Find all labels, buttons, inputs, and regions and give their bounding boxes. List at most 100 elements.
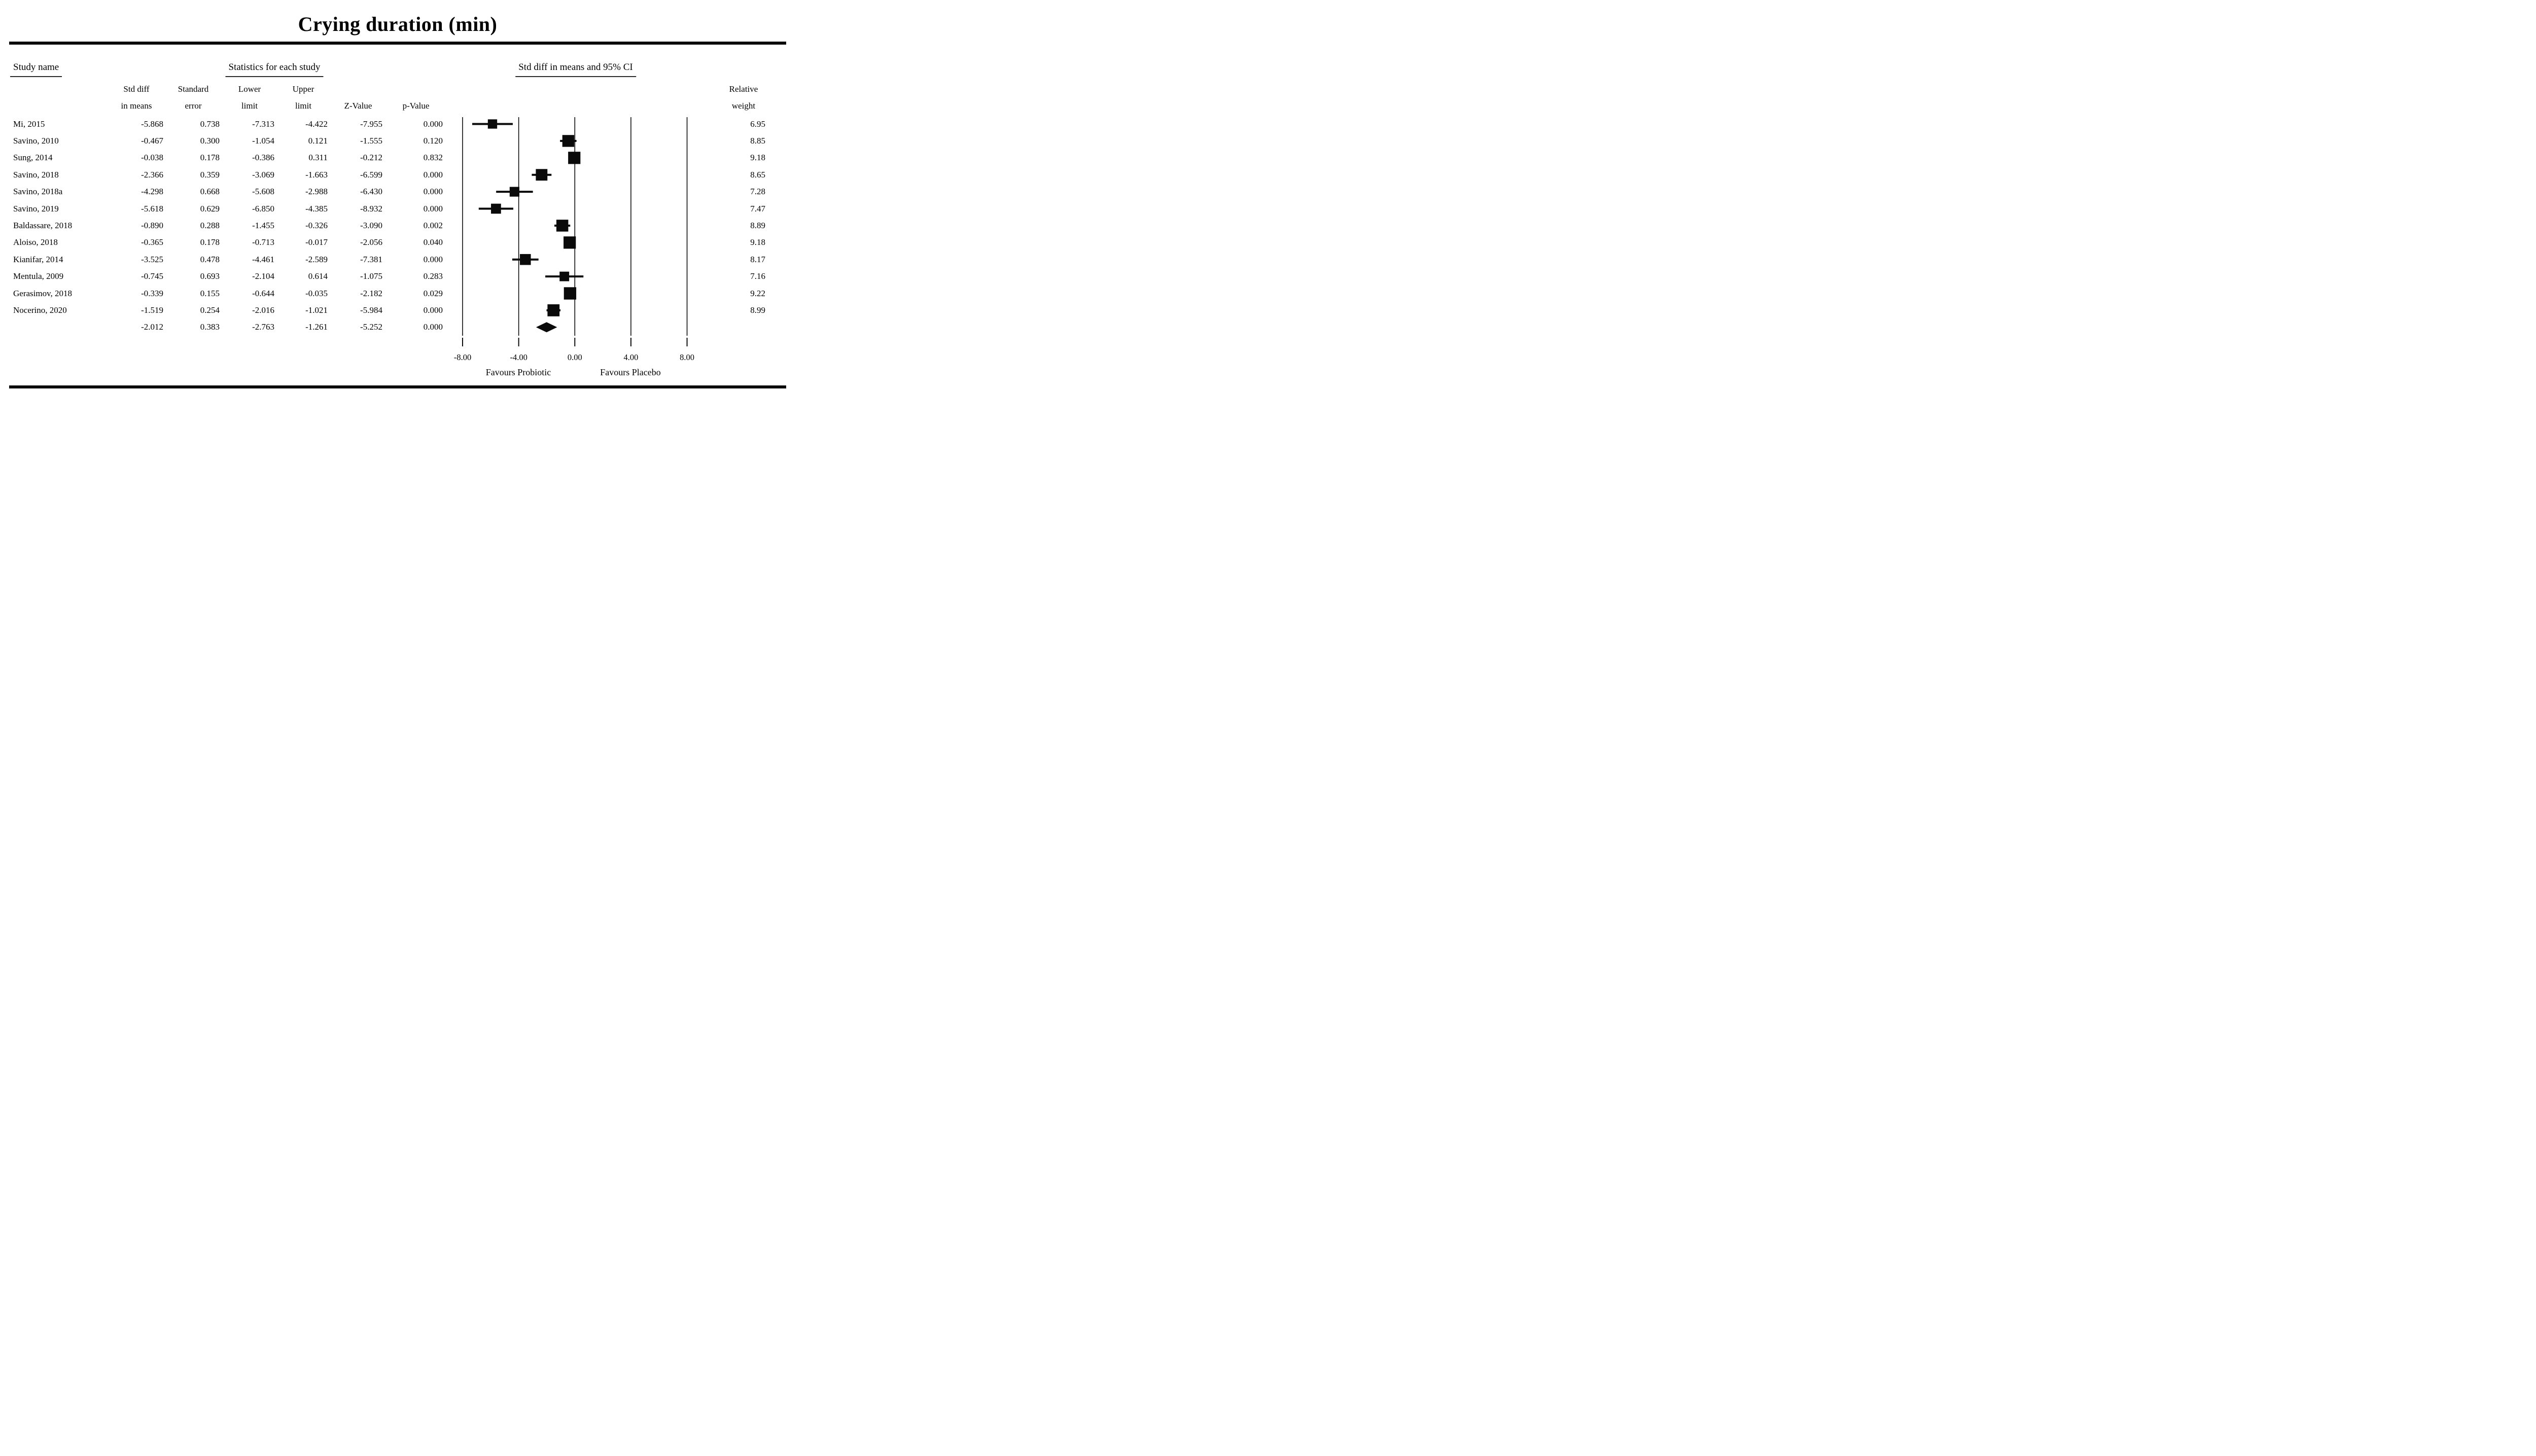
column-header-relative-weight: weight xyxy=(731,101,756,111)
lower-limit-cell: -0.644 xyxy=(252,288,274,298)
z-value-cell: -2.182 xyxy=(360,288,382,298)
std-diff-cell: -0.745 xyxy=(141,271,163,281)
column-header-upper-limit: Upper xyxy=(292,84,314,94)
standard-error-cell: 0.359 xyxy=(200,169,220,180)
z-value-cell: -6.599 xyxy=(360,169,382,180)
standard-error-cell: 0.178 xyxy=(200,237,220,247)
table-row: Savino, 2018 -2.366 0.359 -3.069 -1.663 -6.59… xyxy=(0,169,795,181)
upper-limit-cell: -1.261 xyxy=(305,322,328,332)
x-axis-tick-label: -8.00 xyxy=(453,352,472,362)
std-diff-cell: -0.467 xyxy=(141,135,163,146)
table-row: Savino, 2010 -0.467 0.300 -1.054 0.121 -1.555… xyxy=(0,135,795,147)
p-value-cell: 0.283 xyxy=(423,271,443,281)
study-name-cell: Sung, 2014 xyxy=(13,153,53,163)
lower-limit-cell: -0.386 xyxy=(252,153,274,163)
statistics-group-header: Statistics for each study xyxy=(225,62,324,77)
study-name-cell: Kianifar, 2014 xyxy=(13,254,63,264)
std-diff-cell: -5.868 xyxy=(141,119,163,129)
study-name-cell: Aloiso, 2018 xyxy=(13,237,58,247)
upper-limit-cell: -0.035 xyxy=(305,288,328,298)
bottom-rule xyxy=(9,385,786,388)
lower-limit-cell: -7.313 xyxy=(252,119,274,129)
relative-weight-cell: 7.28 xyxy=(750,187,765,197)
study-name-cell: Savino, 2010 xyxy=(13,135,59,146)
std-diff-cell: -5.618 xyxy=(141,203,163,214)
study-name-cell: Savino, 2018 xyxy=(13,169,59,180)
column-header-lower-limit: Lower xyxy=(238,84,261,94)
table-row: Savino, 2018a -4.298 0.668 -5.608 -2.988 -6.4… xyxy=(0,186,795,197)
std-diff-cell: -2.012 xyxy=(141,322,163,332)
lower-limit-cell: -3.069 xyxy=(252,169,274,180)
study-point-square xyxy=(556,220,569,232)
x-axis-tick-label: 0.00 xyxy=(567,352,582,362)
column-header-lower-limit: limit xyxy=(241,101,258,111)
z-value-cell: -7.955 xyxy=(360,119,382,129)
standard-error-cell: 0.155 xyxy=(200,288,220,298)
std-diff-cell: -0.890 xyxy=(141,220,163,230)
study-point-square xyxy=(520,254,531,265)
upper-limit-cell: 0.121 xyxy=(308,135,328,146)
study-name-group-header: Study name xyxy=(10,62,62,77)
upper-limit-cell: 0.311 xyxy=(308,153,328,163)
upper-limit-cell: -0.326 xyxy=(305,220,328,230)
table-row: Sung, 2014 -0.038 0.178 -0.386 0.311 -0.212 0.… xyxy=(0,152,795,163)
std-diff-cell: -4.298 xyxy=(141,187,163,197)
standard-error-cell: 0.629 xyxy=(200,203,220,214)
standard-error-cell: 0.300 xyxy=(200,135,220,146)
upper-limit-cell: -0.017 xyxy=(305,237,328,247)
standard-error-cell: 0.693 xyxy=(200,271,220,281)
favours-probiotic-label: Favours Probiotic xyxy=(485,367,551,377)
relative-weight-cell: 8.99 xyxy=(750,305,765,315)
column-header-standard-error: error xyxy=(185,101,202,111)
study-name-cell: Mi, 2015 xyxy=(13,119,45,129)
standard-error-cell: 0.478 xyxy=(200,254,220,264)
table-row: Mentula, 2009 -0.745 0.693 -2.104 0.614 -1.07… xyxy=(0,271,795,282)
study-point-square xyxy=(568,152,581,164)
p-value-cell: 0.000 xyxy=(423,322,443,332)
column-header-std-diff: in means xyxy=(121,101,152,111)
p-value-cell: 0.120 xyxy=(423,135,443,146)
z-value-cell: -5.984 xyxy=(360,305,382,315)
z-value-cell: -2.056 xyxy=(360,237,382,247)
p-value-cell: 0.000 xyxy=(423,305,443,315)
upper-limit-cell: 0.614 xyxy=(308,271,328,281)
figure-title: Crying duration (min) xyxy=(298,13,498,35)
column-header-standard-error: Standard xyxy=(178,84,209,94)
lower-limit-cell: -2.104 xyxy=(252,271,274,281)
study-name-cell: Baldassare, 2018 xyxy=(13,220,73,230)
column-header-upper-limit: limit xyxy=(295,101,312,111)
upper-limit-cell: -2.589 xyxy=(305,254,328,264)
top-rule xyxy=(9,42,786,45)
standard-error-cell: 0.738 xyxy=(200,119,220,129)
study-point-square xyxy=(487,119,498,129)
relative-weight-cell: 8.17 xyxy=(750,254,765,264)
column-header-relative-weight: Relative xyxy=(729,84,758,94)
study-point-square xyxy=(562,135,575,147)
study-name-cell: Savino, 2018a xyxy=(13,187,63,197)
column-header-p-value: p-Value xyxy=(402,101,430,111)
table-row-overall: -2.012 0.383 -2.763 -1.261 -5.252 0.000 xyxy=(0,322,795,333)
z-value-cell: -0.212 xyxy=(360,153,382,163)
p-value-cell: 0.040 xyxy=(423,237,443,247)
lower-limit-cell: -2.763 xyxy=(252,322,274,332)
table-row: Aloiso, 2018 -0.365 0.178 -0.713 -0.017 -2.05… xyxy=(0,237,795,248)
column-header-z-value: Z-Value xyxy=(344,101,372,111)
x-axis-tick-label: 8.00 xyxy=(680,352,695,362)
study-point-square xyxy=(563,236,576,249)
upper-limit-cell: -1.663 xyxy=(305,169,328,180)
study-point-square xyxy=(491,203,501,214)
z-value-cell: -1.075 xyxy=(360,271,382,281)
z-value-cell: -5.252 xyxy=(360,322,382,332)
standard-error-cell: 0.178 xyxy=(200,153,220,163)
x-axis-tick-label: -4.00 xyxy=(510,352,527,362)
study-point-square xyxy=(563,287,577,300)
relative-weight-cell: 9.18 xyxy=(750,237,765,247)
standard-error-cell: 0.254 xyxy=(200,305,220,315)
column-header-std-diff: Std diff xyxy=(123,84,150,94)
p-value-cell: 0.000 xyxy=(423,169,443,180)
study-name-cell: Nocerino, 2020 xyxy=(13,305,67,315)
z-value-cell: -3.090 xyxy=(360,220,382,230)
favours-placebo-label: Favours Placebo xyxy=(600,367,661,377)
relative-weight-cell: 7.16 xyxy=(750,271,765,281)
lower-limit-cell: -0.713 xyxy=(252,237,274,247)
